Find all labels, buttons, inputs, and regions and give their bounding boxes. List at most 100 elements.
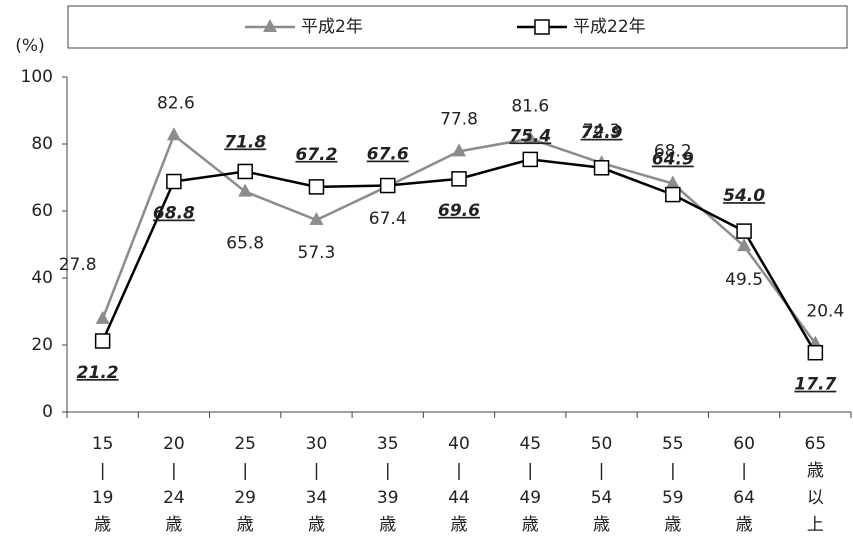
- data-label: 49.5: [725, 270, 763, 290]
- series-line: [101, 158, 817, 354]
- x-tick-label: |: [527, 461, 533, 481]
- y-tick-label: 0: [42, 402, 53, 422]
- x-tick-label: 歳: [451, 515, 468, 535]
- x-tick-label: 歳: [736, 515, 753, 535]
- x-tick-label: 上: [807, 515, 824, 535]
- data-label: 27.8: [59, 255, 97, 275]
- x-tick-label: 35: [377, 434, 399, 454]
- y-tick-label: 40: [31, 268, 53, 288]
- series-line: [101, 133, 817, 345]
- point: [593, 160, 610, 176]
- x-tick-label: 歳: [379, 515, 396, 535]
- legend-box: [67, 5, 848, 49]
- x-tick-label: |: [171, 461, 177, 481]
- x-tick-label: 20: [163, 434, 185, 454]
- x-tick-label: |: [385, 461, 391, 481]
- data-label: 65.8: [226, 234, 264, 254]
- x-tick-label: 歳: [593, 515, 610, 535]
- point: [451, 171, 467, 187]
- data-label: 57.3: [298, 243, 336, 263]
- point: [665, 186, 681, 203]
- x-tick-label: 39: [377, 488, 399, 508]
- data-label: 21.2: [77, 363, 119, 383]
- x-tick-label: 25: [234, 434, 256, 454]
- data-label: 64.9: [652, 150, 694, 170]
- point: [736, 223, 752, 239]
- x-tick-label: 歳: [664, 515, 681, 535]
- x-tick-label: 54: [591, 488, 613, 508]
- data-label: 68.2: [654, 142, 692, 162]
- x-tick-label: 65: [805, 434, 827, 454]
- x-tick-label: 歳: [237, 515, 254, 535]
- data-label: 82.6: [157, 93, 195, 113]
- data-label: 69.6: [438, 201, 480, 221]
- point: [379, 177, 396, 194]
- x-tick-label: 45: [519, 434, 541, 454]
- x-tick-label: 15: [92, 434, 114, 454]
- point: [523, 130, 538, 144]
- point: [452, 143, 466, 157]
- x-tick-label: 49: [519, 488, 541, 508]
- data-label: 75.4: [509, 126, 551, 146]
- data-label: 20.4: [806, 302, 844, 322]
- point: [522, 151, 539, 168]
- x-tick-label: 24: [163, 488, 185, 508]
- data-label: 74.3: [583, 121, 621, 141]
- y-tick-label: 80: [31, 134, 53, 154]
- x-tick-label: 歳: [308, 515, 325, 535]
- point: [237, 163, 253, 180]
- x-tick-label: 歳: [165, 515, 182, 535]
- y-tick-label: 100: [21, 67, 53, 87]
- point: [737, 238, 752, 252]
- data-label: 67.4: [369, 209, 407, 229]
- point: [238, 183, 253, 197]
- point: [94, 333, 111, 349]
- x-tick-label: 歳: [807, 461, 824, 481]
- x-tick-label: |: [670, 461, 676, 481]
- x-tick-label: 60: [733, 434, 755, 454]
- point: [308, 179, 325, 195]
- y-tick-label: 60: [31, 201, 53, 221]
- point: [166, 173, 182, 190]
- x-tick-label: |: [741, 461, 747, 481]
- x-tick-label: 55: [662, 434, 684, 454]
- data-label: 17.7: [794, 375, 836, 395]
- point: [807, 344, 824, 361]
- x-tick-label: |: [242, 461, 248, 481]
- x-tick-label: 44: [448, 488, 470, 508]
- legend-label: 平成22年: [573, 17, 646, 37]
- point: [309, 212, 324, 226]
- legend-label: 平成2年: [301, 17, 363, 37]
- x-tick-label: |: [456, 461, 462, 481]
- x-tick-label: 以: [807, 488, 824, 508]
- x-tick-label: 40: [448, 434, 470, 454]
- x-tick-label: 歳: [94, 515, 111, 535]
- data-label: 81.6: [511, 97, 549, 117]
- data-label: 54.0: [723, 186, 765, 206]
- x-tick-label: 50: [591, 434, 613, 454]
- x-tick-label: 30: [306, 434, 328, 454]
- x-tick-label: 59: [662, 488, 684, 508]
- x-tick-label: |: [100, 461, 106, 481]
- x-tick-label: 34: [306, 488, 328, 508]
- x-tick-label: 64: [733, 488, 755, 508]
- point: [534, 19, 550, 35]
- x-tick-label: |: [599, 461, 605, 481]
- data-label: 71.8: [224, 132, 266, 152]
- point: [263, 19, 277, 32]
- data-label: 68.8: [153, 204, 195, 224]
- data-label: 72.9: [581, 123, 623, 143]
- y-axis-label: (%): [15, 36, 44, 56]
- x-tick-label: 29: [234, 488, 256, 508]
- point: [95, 310, 110, 324]
- x-tick-label: 19: [92, 488, 114, 508]
- x-tick-label: |: [314, 461, 320, 481]
- x-tick-label: 歳: [522, 515, 539, 535]
- point: [166, 127, 181, 141]
- data-label: 77.8: [440, 109, 478, 129]
- data-label: 67.6: [367, 145, 409, 165]
- data-label: 67.2: [295, 145, 337, 165]
- point: [665, 175, 680, 189]
- y-tick-label: 20: [31, 335, 53, 355]
